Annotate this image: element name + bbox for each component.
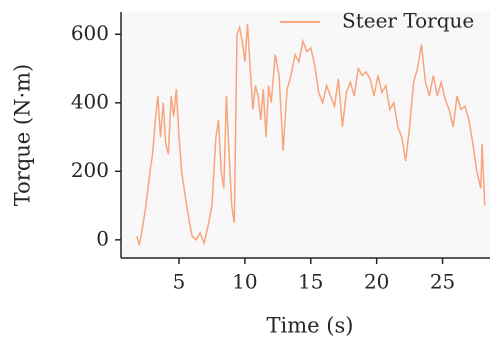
y-tick-label: 200	[71, 158, 109, 182]
legend-label: Steer Torque	[342, 9, 474, 33]
x-tick-label: 15	[298, 270, 323, 294]
x-axis-label: Time (s)	[267, 314, 354, 338]
x-tick-label: 5	[173, 270, 186, 294]
x-tick-label: 20	[364, 270, 389, 294]
plot-area	[121, 12, 490, 258]
y-axis-label: Torque (N·m)	[11, 64, 35, 206]
x-tick-label: 10	[232, 270, 257, 294]
y-tick-label: 400	[71, 89, 109, 113]
y-tick-label: 0	[96, 226, 109, 250]
y-tick-label: 600	[71, 21, 109, 45]
series-line	[136, 23, 486, 246]
x-tick-label: 25	[430, 270, 455, 294]
